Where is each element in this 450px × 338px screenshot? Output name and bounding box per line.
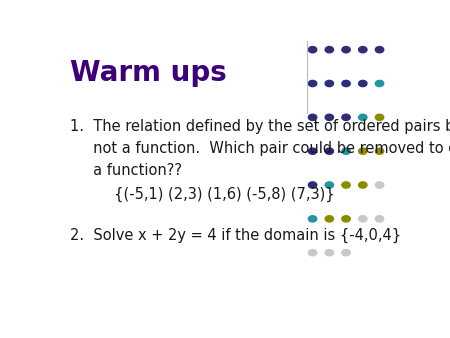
Circle shape <box>375 80 384 87</box>
Circle shape <box>325 216 333 222</box>
Circle shape <box>325 182 333 188</box>
Circle shape <box>308 80 317 87</box>
Circle shape <box>342 148 350 154</box>
Circle shape <box>375 47 384 53</box>
Circle shape <box>342 216 350 222</box>
Circle shape <box>359 80 367 87</box>
Text: {(-5,1) (2,3) (1,6) (-5,8) (7,3)}: {(-5,1) (2,3) (1,6) (-5,8) (7,3)} <box>91 186 335 201</box>
Circle shape <box>342 182 350 188</box>
Circle shape <box>308 148 317 154</box>
Circle shape <box>308 47 317 53</box>
Circle shape <box>359 47 367 53</box>
Text: 2.  Solve x + 2y = 4 if the domain is {-4,0,4}: 2. Solve x + 2y = 4 if the domain is {-4… <box>70 228 401 243</box>
Circle shape <box>359 216 367 222</box>
Circle shape <box>325 47 333 53</box>
Circle shape <box>308 216 317 222</box>
Text: 1.  The relation defined by the set of ordered pairs below is
     not a functio: 1. The relation defined by the set of or… <box>70 119 450 178</box>
Circle shape <box>375 216 384 222</box>
Circle shape <box>325 249 333 256</box>
Circle shape <box>308 114 317 120</box>
Circle shape <box>375 182 384 188</box>
Circle shape <box>325 148 333 154</box>
Circle shape <box>342 47 350 53</box>
Circle shape <box>325 80 333 87</box>
Circle shape <box>359 182 367 188</box>
Circle shape <box>375 114 384 120</box>
Circle shape <box>359 114 367 120</box>
Circle shape <box>342 80 350 87</box>
Circle shape <box>308 182 317 188</box>
Circle shape <box>359 148 367 154</box>
Circle shape <box>342 114 350 120</box>
Circle shape <box>342 249 350 256</box>
Text: Warm ups: Warm ups <box>70 59 227 87</box>
Circle shape <box>308 249 317 256</box>
Circle shape <box>375 148 384 154</box>
Circle shape <box>325 114 333 120</box>
